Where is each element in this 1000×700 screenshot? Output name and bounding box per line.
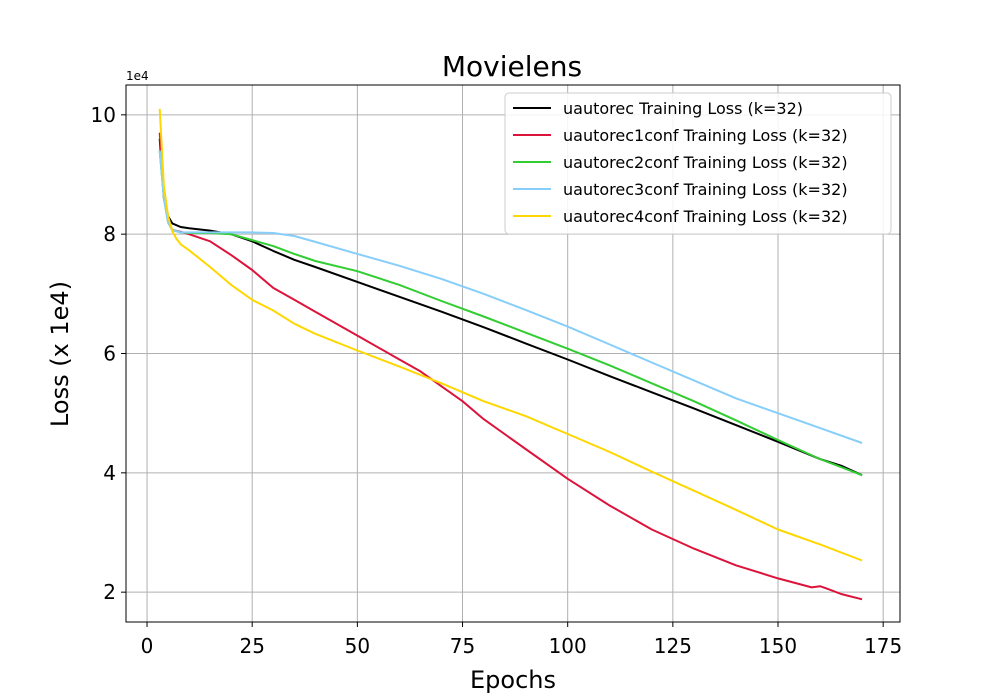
x-tick-label: 0 xyxy=(141,634,154,658)
y-tick-label: 10 xyxy=(91,103,116,127)
x-axis-label: Epochs xyxy=(470,666,556,694)
legend-box xyxy=(504,92,892,235)
series-line-5 xyxy=(158,108,863,562)
series-lines xyxy=(158,108,863,601)
legend: uautorec Training Loss (k=32) uautorec1co… xyxy=(504,92,892,235)
y-tick-label: 2 xyxy=(103,580,116,604)
y-axis-offset-label: 1e4 xyxy=(126,69,149,83)
x-tick-label: 150 xyxy=(759,634,797,658)
x-tick-label: 175 xyxy=(864,634,902,658)
legend-entry: uautorec4conf Training Loss (k=32) xyxy=(563,207,848,226)
x-tick-label: 100 xyxy=(549,634,587,658)
legend-entry: uautorec3conf Training Loss (k=32) xyxy=(563,180,848,199)
y-tick-label: 6 xyxy=(103,342,116,366)
legend-entry: uautorec1conf Training Loss (k=32) xyxy=(563,126,848,145)
y-axis-ticks: 2 4 6 8 10 xyxy=(91,103,126,604)
x-axis-ticks: 0 25 50 75 100 125 150 175 xyxy=(141,622,902,658)
x-tick-label: 25 xyxy=(239,634,264,658)
x-tick-label: 125 xyxy=(654,634,692,658)
legend-entry: uautorec Training Loss (k=32) xyxy=(563,99,803,118)
series-line-4 xyxy=(158,150,863,444)
y-tick-label: 8 xyxy=(103,222,116,246)
x-tick-label: 75 xyxy=(450,634,475,658)
y-tick-label: 4 xyxy=(103,461,116,485)
y-axis-label: Loss (x 1e4) xyxy=(46,281,74,427)
chart-title: Movielens xyxy=(442,50,582,83)
legend-entry: uautorec2conf Training Loss (k=32) xyxy=(563,153,848,172)
x-tick-label: 50 xyxy=(345,634,370,658)
series-line-1 xyxy=(158,138,863,477)
